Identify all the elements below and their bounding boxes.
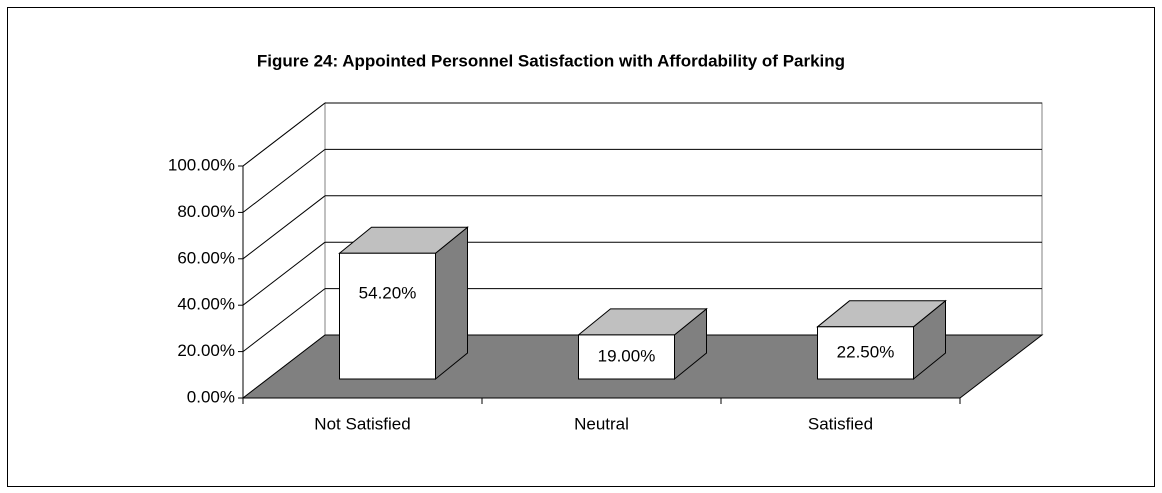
y-tick-label: 20.00% (177, 341, 235, 360)
bar-side (435, 226, 468, 381)
bar (339, 252, 436, 380)
data-label: 22.50% (837, 342, 895, 361)
y-tick-label: 0.00% (187, 387, 235, 406)
grid-line (242, 102, 326, 167)
y-tick-label: 80.00% (177, 202, 235, 221)
x-tick-label: Neutral (574, 414, 629, 433)
bar (578, 334, 675, 380)
y-tick-label: 100.00% (168, 155, 235, 174)
data-label: 19.00% (598, 346, 656, 365)
y-tick-label: 40.00% (177, 295, 235, 314)
grid-line (242, 241, 326, 306)
chart-title: Figure 24: Appointed Personnel Satisfact… (257, 51, 845, 70)
y-tick-label: 60.00% (177, 248, 235, 267)
bar (817, 326, 914, 380)
grid-line (242, 195, 326, 260)
data-label: 54.20% (359, 284, 417, 303)
grid-line (242, 288, 326, 352)
grid-line (242, 149, 326, 213)
x-tick-label: Satisfied (808, 414, 873, 433)
x-tick-label: Not Satisfied (314, 414, 410, 433)
